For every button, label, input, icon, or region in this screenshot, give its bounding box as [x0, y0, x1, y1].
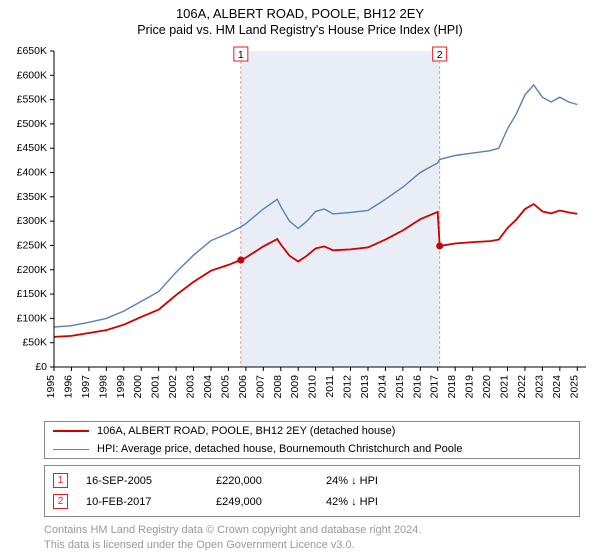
sale-delta: 42% ↓ HPI	[326, 496, 446, 508]
svg-text:1998: 1998	[97, 375, 109, 399]
svg-text:2004: 2004	[202, 375, 214, 399]
footer-attribution: Contains HM Land Registry data © Crown c…	[44, 523, 580, 553]
title-address: 106A, ALBERT ROAD, POOLE, BH12 2EY	[0, 6, 600, 21]
svg-text:2: 2	[437, 49, 443, 61]
sale-date: 10-FEB-2017	[86, 496, 216, 508]
svg-text:2019: 2019	[464, 375, 476, 399]
svg-text:2002: 2002	[167, 375, 179, 399]
svg-text:2025: 2025	[568, 375, 580, 399]
svg-text:2003: 2003	[185, 375, 197, 399]
svg-text:£50K: £50K	[22, 337, 47, 349]
legend-row-hpi: HPI: Average price, detached house, Bour…	[45, 440, 579, 458]
svg-text:2020: 2020	[481, 375, 493, 399]
svg-text:2021: 2021	[499, 375, 511, 399]
svg-text:£650K: £650K	[17, 45, 47, 57]
sale-row: 1 16-SEP-2005 £220,000 24% ↓ HPI	[45, 470, 579, 491]
svg-text:2014: 2014	[376, 375, 388, 399]
svg-text:2011: 2011	[324, 375, 336, 398]
svg-text:2000: 2000	[132, 375, 144, 399]
footer-line2: This data is licensed under the Open Gov…	[44, 538, 580, 553]
svg-text:2006: 2006	[237, 375, 249, 399]
svg-text:£250K: £250K	[17, 239, 47, 251]
svg-text:2024: 2024	[551, 375, 563, 399]
svg-text:£550K: £550K	[17, 94, 47, 106]
svg-text:£400K: £400K	[17, 167, 47, 179]
svg-text:2010: 2010	[307, 375, 319, 399]
svg-text:2005: 2005	[219, 375, 231, 399]
svg-text:2009: 2009	[289, 375, 301, 399]
svg-text:2017: 2017	[429, 375, 441, 399]
sale-date: 16-SEP-2005	[86, 475, 216, 487]
sale-row: 2 10-FEB-2017 £249,000 42% ↓ HPI	[45, 491, 579, 512]
svg-text:1995: 1995	[45, 375, 57, 399]
sales-table: 1 16-SEP-2005 £220,000 24% ↓ HPI 2 10-FE…	[44, 465, 580, 517]
legend: 106A, ALBERT ROAD, POOLE, BH12 2EY (deta…	[44, 421, 580, 459]
svg-text:£150K: £150K	[17, 288, 47, 300]
svg-text:£200K: £200K	[17, 264, 47, 276]
svg-text:2015: 2015	[394, 375, 406, 399]
svg-text:£350K: £350K	[17, 191, 47, 203]
svg-text:1997: 1997	[80, 375, 92, 399]
sale-marker-2: 2	[53, 494, 68, 509]
svg-text:£500K: £500K	[17, 118, 47, 130]
svg-text:2013: 2013	[359, 375, 371, 399]
svg-text:2023: 2023	[533, 375, 545, 399]
svg-text:1999: 1999	[115, 375, 127, 399]
legend-label: 106A, ALBERT ROAD, POOLE, BH12 2EY (deta…	[97, 425, 395, 437]
svg-text:£600K: £600K	[17, 69, 47, 81]
svg-text:£450K: £450K	[17, 142, 47, 154]
svg-text:£0: £0	[35, 361, 47, 373]
legend-row-property: 106A, ALBERT ROAD, POOLE, BH12 2EY (deta…	[45, 422, 579, 440]
svg-text:2012: 2012	[342, 375, 354, 399]
svg-text:2016: 2016	[411, 375, 423, 399]
legend-swatch	[53, 430, 89, 432]
title-subtitle: Price paid vs. HM Land Registry's House …	[0, 23, 600, 37]
sale-delta: 24% ↓ HPI	[326, 475, 446, 487]
svg-text:2001: 2001	[150, 375, 162, 399]
svg-text:2007: 2007	[254, 375, 266, 399]
svg-text:1: 1	[238, 49, 244, 61]
title-block: 106A, ALBERT ROAD, POOLE, BH12 2EY Price…	[0, 0, 600, 45]
sale-price: £249,000	[216, 496, 326, 508]
footer-line1: Contains HM Land Registry data © Crown c…	[44, 523, 580, 538]
svg-text:£300K: £300K	[17, 215, 47, 227]
svg-text:£100K: £100K	[17, 312, 47, 324]
price-chart: £0 £50K £100K £150K £200K £250K £300K £350K £400…	[0, 45, 600, 415]
svg-text:2008: 2008	[272, 375, 284, 399]
legend-swatch	[53, 449, 89, 450]
sale-price: £220,000	[216, 475, 326, 487]
svg-text:1996: 1996	[62, 375, 74, 399]
legend-label: HPI: Average price, detached house, Bour…	[97, 443, 462, 455]
svg-text:2022: 2022	[516, 375, 528, 399]
svg-text:2018: 2018	[446, 375, 458, 399]
sale-marker-1: 1	[53, 473, 68, 488]
